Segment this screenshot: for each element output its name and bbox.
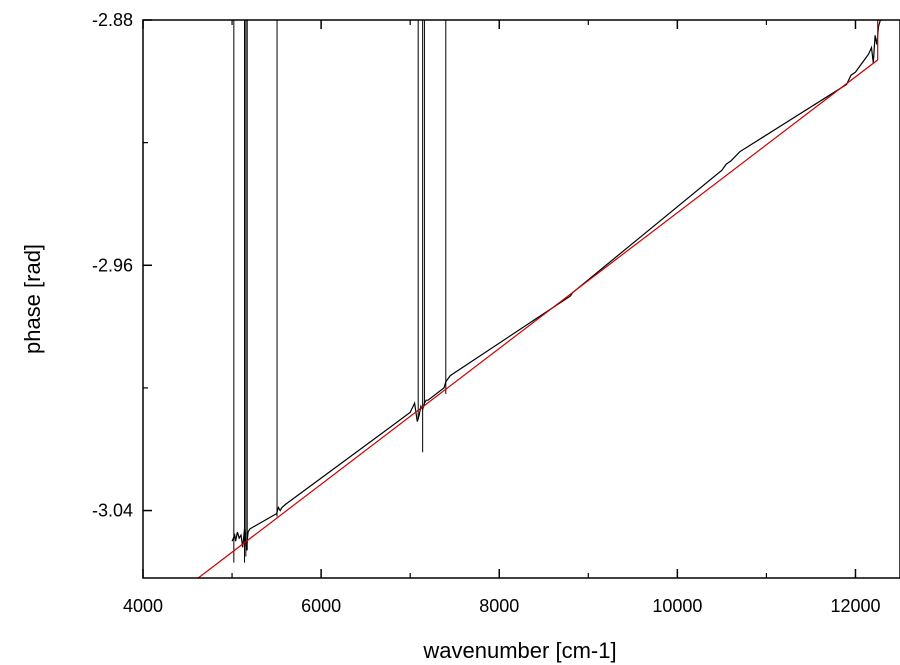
plot-frame: [142, 19, 900, 579]
series-layer: [197, 20, 883, 578]
x-tick-label: 4000: [123, 596, 163, 616]
y-tick-label: -3.04: [92, 501, 133, 521]
x-axis-label: wavenumber [cm-1]: [422, 638, 616, 663]
x-tick-label: 12000: [830, 596, 880, 616]
x-tick-label: 8000: [479, 596, 519, 616]
y-tick-label: -2.88: [92, 10, 133, 30]
y-axis-label: phase [rad]: [20, 244, 45, 354]
x-axis-ticks: 4000 6000 8000 10000 12000: [123, 20, 881, 616]
y-tick-label: -2.96: [92, 255, 133, 275]
series-line-fit: [197, 20, 883, 578]
x-tick-label: 6000: [301, 596, 341, 616]
x-tick-label: 10000: [652, 596, 702, 616]
y-axis-ticks: -2.88 -2.96 -3.04: [92, 10, 152, 521]
series-line-measured: [231, 20, 883, 551]
